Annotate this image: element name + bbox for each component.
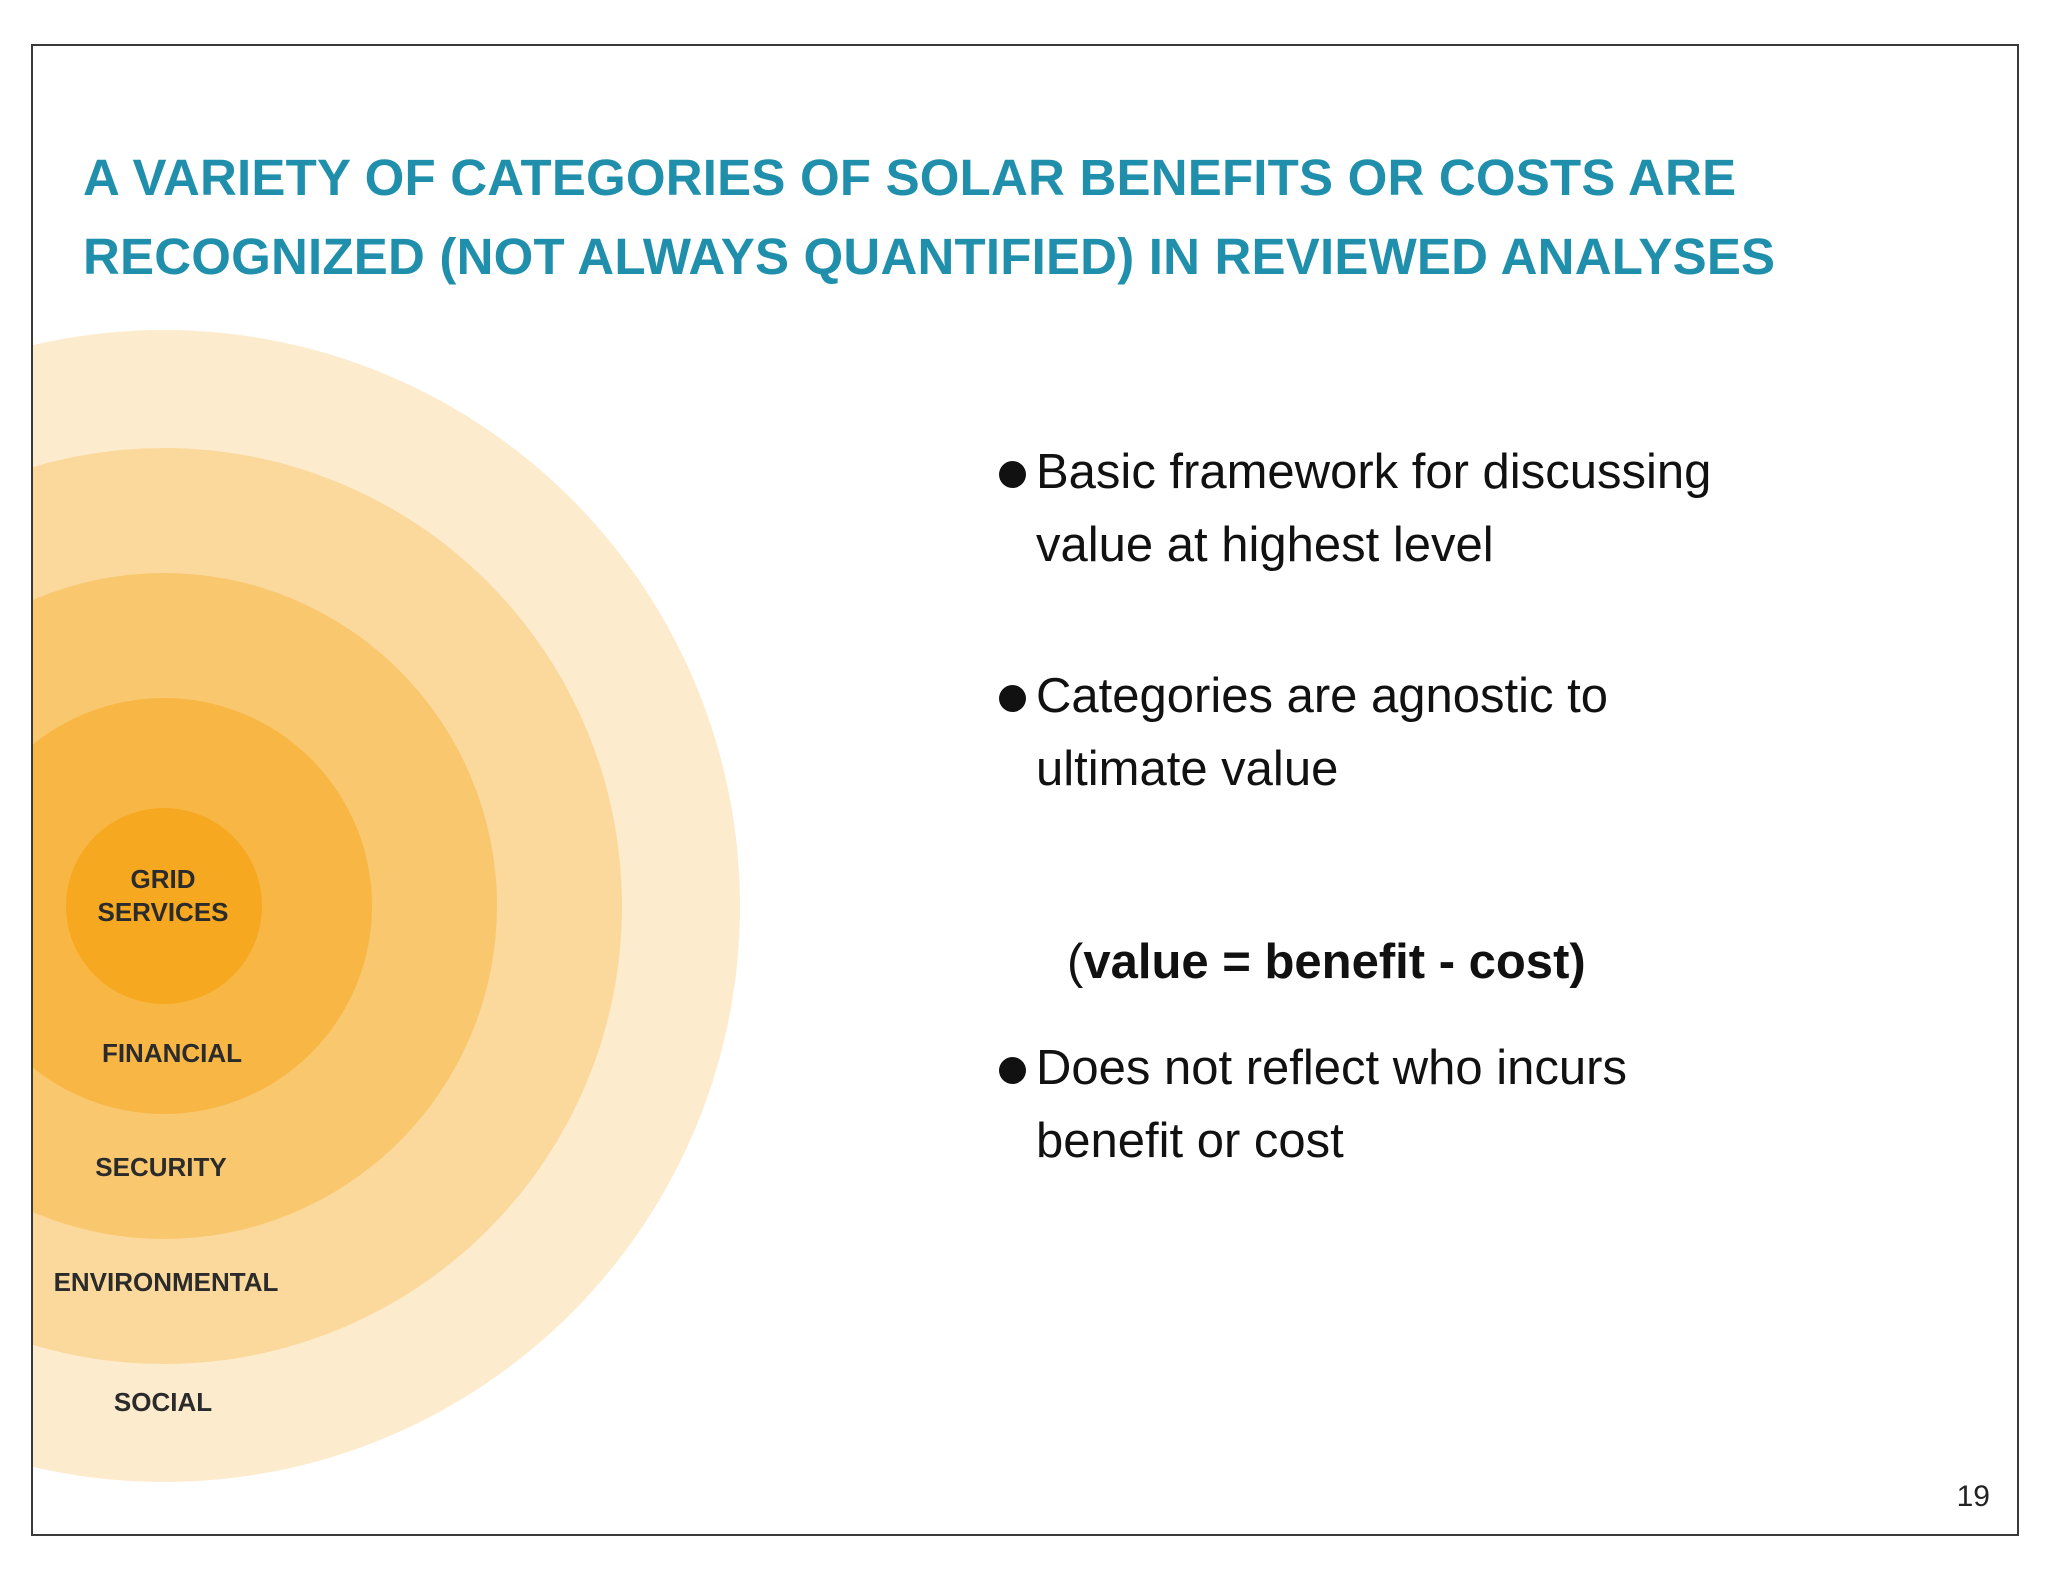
label-social: SOCIAL (114, 1387, 212, 1417)
bullet-line: ultimate value (1036, 742, 1339, 796)
bullet-line: benefit or cost (1036, 1114, 1344, 1168)
label-security: SECURITY (95, 1152, 226, 1182)
concentric-rings-diagram: GRID SERVICES FINANCIAL SECURITY ENVIRON… (33, 330, 740, 1482)
bullet-line: Basic framework for discussing (1036, 445, 1712, 499)
bullet-text: Categories are agnostic to ultimate valu… (1036, 660, 1936, 806)
label-environmental: ENVIRONMENTAL (54, 1267, 279, 1297)
title-line-1: A VARIETY OF CATEGORIES OF SOLAR BENEFIT… (83, 149, 1737, 206)
bullet-text: Basic framework for discussing value at … (1036, 436, 1936, 582)
page-number: 19 (1956, 1480, 1990, 1513)
label-financial: FINANCIAL (102, 1038, 242, 1068)
bullet-dot-icon (999, 1057, 1026, 1084)
ring-grid-services (66, 808, 262, 1004)
bullet-text: Does not reflect who incurs benefit or c… (1036, 1032, 1936, 1178)
bullet-line: Categories are agnostic to (1036, 669, 1608, 723)
title-line-2: RECOGNIZED (NOT ALWAYS QUANTIFIED) IN RE… (83, 228, 1776, 285)
slide-title: A VARIETY OF CATEGORIES OF SOLAR BENEFIT… (83, 138, 1943, 296)
bullet-dot-icon (999, 685, 1026, 712)
bullet-line: value at highest level (1036, 518, 1494, 572)
label-grid-services-line-1: GRID (131, 864, 196, 894)
label-grid-services-line-2: SERVICES (97, 897, 228, 927)
bullet-line: Does not reflect who incurs (1036, 1041, 1627, 1095)
slide: A VARIETY OF CATEGORIES OF SOLAR BENEFIT… (31, 44, 2019, 1536)
value-formula: (value = benefit - cost) (1067, 926, 1586, 999)
formula-body: value = benefit - cost) (1083, 935, 1586, 989)
bullet-dot-icon (999, 461, 1026, 488)
formula-open-paren: ( (1067, 935, 1084, 989)
